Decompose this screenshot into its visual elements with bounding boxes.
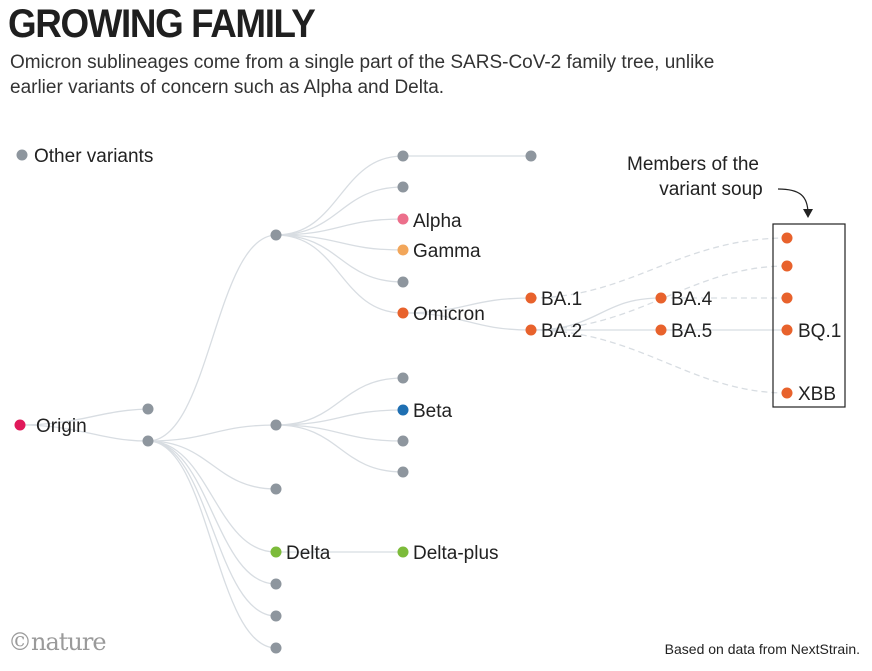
chart-subtitle: Omicron sublineages come from a single p… (10, 52, 715, 98)
other-node (270, 483, 282, 495)
alpha-node (397, 213, 409, 225)
soup-branches (530, 237, 788, 394)
origin-node (14, 419, 26, 431)
ba4-node (655, 292, 667, 304)
other-node (525, 150, 537, 162)
soup-node (781, 260, 793, 272)
annotation-line1: Members of the (627, 154, 759, 175)
other-node (270, 229, 282, 241)
source-note: Based on data from NextStrain. (664, 641, 860, 657)
ba1-label: BA.1 (541, 289, 582, 310)
legend-dot (16, 149, 28, 161)
other-node (142, 435, 154, 447)
annotation-arrowhead (803, 209, 813, 218)
xbb-node (781, 387, 793, 399)
gamma-label: Gamma (413, 241, 481, 262)
other-node (270, 642, 282, 654)
other-node (397, 150, 409, 162)
soup-node (781, 232, 793, 244)
other-node (397, 276, 409, 288)
delta-label: Delta (286, 543, 331, 564)
ba5-label: BA.5 (671, 321, 712, 342)
soup-node (781, 292, 793, 304)
tree-branches (19, 155, 787, 649)
chart-title: GROWING FAMILY (8, 2, 316, 46)
ba5-node (655, 324, 667, 336)
annotation-line2: variant soup (659, 179, 763, 200)
other-node (270, 578, 282, 590)
legend-label: Other variants (34, 146, 153, 167)
other-node (270, 610, 282, 622)
beta-label: Beta (413, 401, 453, 422)
other-node (397, 466, 409, 478)
bq1-label: BQ.1 (798, 321, 841, 342)
nature-logo: ©nature (8, 628, 107, 656)
origin-label: Origin (36, 416, 87, 437)
delta-plus-node (397, 546, 409, 558)
delta-plus-label: Delta-plus (413, 543, 499, 564)
other-node (397, 435, 409, 447)
omicron-node (397, 307, 409, 319)
delta-node (270, 546, 282, 558)
node-labels: Origin Alpha Gamma Omicron BA.1 BA.2 BA.… (36, 211, 841, 564)
bq1-node (781, 324, 793, 336)
ba1-node (525, 292, 537, 304)
gamma-node (397, 244, 409, 256)
variant-soup-box (772, 223, 846, 408)
other-node (397, 372, 409, 384)
omicron-label: Omicron (413, 304, 485, 325)
ba2-node (525, 324, 537, 336)
alpha-label: Alpha (413, 211, 462, 232)
ba4-label: BA.4 (671, 289, 713, 310)
other-node (142, 403, 154, 415)
tree-nodes (14, 150, 793, 654)
xbb-label: XBB (798, 384, 836, 405)
beta-node (397, 404, 409, 416)
annotation-arrow (777, 188, 809, 215)
other-node (270, 419, 282, 431)
other-node (397, 181, 409, 193)
ba2-label: BA.2 (541, 321, 582, 342)
